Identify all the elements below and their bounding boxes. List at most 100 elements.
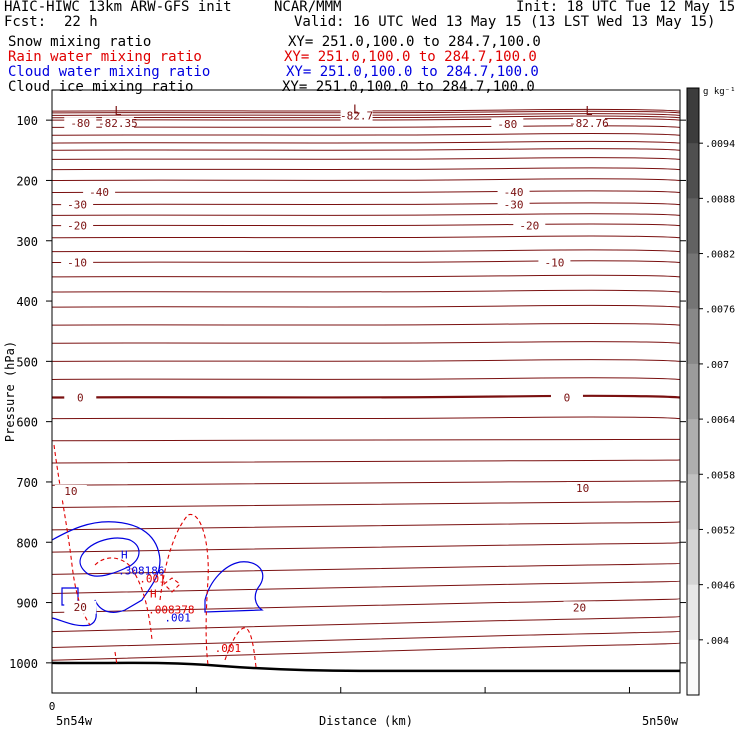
contour-labels: -80 -82.35-82.7-80 -82.76-40 -40-30 -30-20 -2… — [54, 102, 609, 655]
temperature-contour-line — [51, 115, 681, 119]
rain-max-marker: H — [150, 588, 157, 601]
y-tick-label: 1000 — [9, 657, 38, 671]
colorbar-swatch — [687, 143, 699, 199]
temperature-label-bg — [64, 117, 97, 131]
field-label-cloud-ice: Cloud ice mixing ratio — [8, 79, 194, 95]
colorbar-tick-label: .004 — [705, 636, 729, 647]
field-label-rain: Rain water mixing ratio — [8, 49, 202, 65]
temperature-label-bg — [572, 117, 605, 131]
terrain-line — [51, 661, 680, 673]
colorbar-tick-label: .0076 — [705, 305, 735, 316]
temperature-label: 20 — [573, 601, 586, 614]
x-origin-label: 0 — [49, 700, 56, 713]
temperature-label-bg — [566, 481, 599, 495]
rain-contour-3 — [159, 513, 209, 666]
temperature-contour-line — [51, 167, 681, 171]
temperature-label: 10 — [576, 482, 589, 495]
init-time: Init: 18 UTC Tue 12 May 15 — [516, 0, 736, 15]
temperature-contour-line — [51, 500, 681, 509]
temperature-label-bg — [64, 391, 97, 405]
temperature-label-bg — [61, 219, 94, 233]
temperature-label-bg — [54, 484, 87, 498]
colorbar-swatch — [687, 253, 699, 310]
field-xy-snow: XY= 251.0,100.0 to 284.7,100.0 — [288, 34, 541, 50]
colorbar-swatch — [687, 584, 699, 641]
temperature-contour-line — [51, 289, 681, 293]
temperature-label: 0 — [77, 392, 84, 405]
y-tick-label: 400 — [16, 295, 38, 309]
colorbar-swatch — [687, 474, 699, 530]
temperature-label: -10 — [544, 256, 564, 269]
temperature-contour-line — [51, 223, 681, 227]
temperature-label-bg — [101, 117, 134, 131]
temperature-label: 20 — [74, 601, 87, 614]
colorbar-tick-label: .0088 — [705, 194, 735, 205]
temperature-label: -40 — [504, 186, 524, 199]
rain-contours — [53, 444, 257, 668]
temperature-contour-line — [51, 113, 681, 116]
temperature-label: -30 — [67, 199, 87, 212]
temperature-contour-line — [51, 235, 681, 239]
temperature-label: 0 — [564, 392, 571, 405]
temperature-label: -82.35 — [98, 117, 138, 130]
temperature-contour-line — [51, 521, 681, 531]
contour-value-label: .001 — [215, 642, 242, 655]
field-xy-cloud-water: XY= 251.0,100.0 to 284.7,100.0 — [286, 64, 539, 80]
temperature-contour-line — [51, 394, 681, 399]
rain-contour-5 — [224, 627, 257, 668]
colorbar-tick-label: .007 — [705, 360, 729, 371]
valid-time: Valid: 16 UTC Wed 13 May 15 (13 LST Wed … — [294, 14, 716, 30]
temperature-contour-line — [51, 133, 681, 136]
temperature-contour-line — [51, 249, 681, 253]
temperature-label-bg — [340, 109, 373, 123]
temperature-contour-line — [51, 438, 681, 442]
temperature-contour-line — [51, 260, 681, 263]
temperature-label: -40 — [89, 186, 109, 199]
colorbar-tick-label: .0064 — [705, 415, 735, 426]
colorbar-swatch — [687, 529, 699, 586]
temperature-label: 10 — [64, 485, 77, 498]
org-label: NCAR/MMM — [274, 0, 342, 15]
temperature-contour-line — [51, 642, 681, 661]
cloud-water-contour-inner — [79, 537, 140, 577]
temperature-label: -80 — [497, 118, 517, 131]
temperature-contour-line — [51, 480, 681, 486]
temperature-label-bg — [497, 185, 530, 199]
contour-value-label: .001 — [139, 572, 166, 585]
temperature-contour-line — [51, 615, 681, 633]
temperature-contour-line — [51, 377, 681, 380]
temperature-contour-line — [51, 341, 681, 344]
colorbar-swatch — [687, 639, 699, 696]
temperature-label: -80 — [70, 117, 90, 130]
temperature-label-bg — [61, 256, 94, 270]
colorbar-tick-label: .0046 — [705, 581, 735, 592]
y-tick-label: 900 — [16, 597, 38, 611]
temperature-contour-line — [51, 562, 681, 575]
temperature-contour-line — [51, 213, 681, 216]
temperature-label: -82.7 — [340, 109, 373, 122]
temperature-contour-line — [51, 202, 681, 206]
cloud-water-contours — [51, 521, 264, 627]
colorbar: .0094 .0088 .0082 .0076 .007 .0064 .0058 .0052.… — [686, 87, 736, 696]
temperature-contour-line — [51, 542, 681, 553]
colorbar-frame — [686, 87, 700, 696]
x-start-label: 5n54w — [56, 714, 93, 728]
temperature-label: -20 — [67, 220, 87, 233]
field-xy-cloud-ice: XY= 251.0,100.0 to 284.7,100.0 — [282, 79, 535, 95]
temperature-contour-line — [51, 140, 681, 144]
temperature-contour-line — [51, 322, 681, 326]
cloud-water-max-marker: H — [121, 548, 128, 561]
rain-max-value: .008378 — [148, 604, 194, 617]
rain-contour-1 — [53, 444, 91, 626]
x-axis-label: Distance (km) — [319, 714, 413, 728]
temperature-contour-line — [51, 157, 681, 160]
temperature-contour-line — [51, 304, 681, 308]
colorbar-tick-label: .0094 — [705, 139, 735, 150]
low-marker: L — [585, 104, 592, 118]
temperature-label: -20 — [519, 220, 539, 233]
temperature-label-bg — [563, 601, 596, 615]
field-label-cloud-water: Cloud water mixing ratio — [8, 64, 211, 80]
model-title: HAIC-HIWC 13km ARW-GFS init — [4, 0, 232, 15]
temperature-label-bg — [61, 198, 94, 212]
